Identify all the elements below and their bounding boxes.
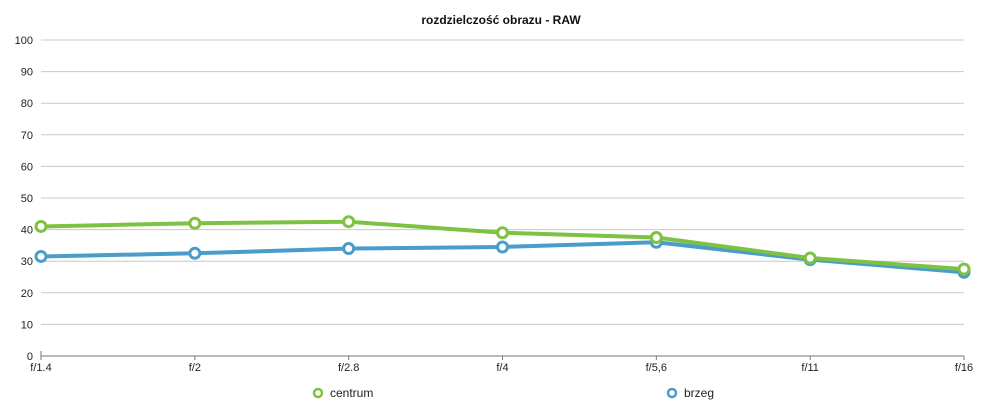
data-point (34, 219, 48, 233)
legend-marker (666, 387, 678, 399)
data-point (188, 216, 202, 230)
data-point (496, 226, 509, 240)
x-tick-label: f/2 (189, 362, 201, 374)
legend: centrum brzeg (312, 386, 714, 400)
y-tick-label: 60 (21, 161, 33, 173)
data-point (342, 215, 356, 229)
axes: 0 10 20 30 40 50 60 70 80 90 100 f/1.4 f/2 f/2.8 f/4 f/… (15, 35, 974, 374)
data-point (649, 231, 663, 244)
series-centrum (34, 215, 971, 276)
y-tick-label: 50 (21, 193, 33, 205)
legend-marker (312, 387, 324, 399)
y-tick-label: 100 (15, 35, 33, 47)
data-point (188, 246, 202, 260)
data-point (496, 240, 509, 254)
y-tick-label: 10 (21, 319, 33, 331)
series-layer (34, 215, 971, 279)
y-tick-label: 70 (21, 130, 33, 142)
y-tick-label: 80 (21, 98, 33, 110)
series-brzeg (34, 235, 971, 279)
x-tick-label: f/1.4 (30, 362, 51, 374)
data-point (34, 249, 48, 263)
y-tick-label: 30 (21, 256, 33, 268)
data-point (342, 242, 356, 256)
y-tick-label: 90 (21, 67, 33, 79)
grid-lines (41, 39, 964, 325)
x-tick-label: f/2.8 (338, 362, 359, 374)
y-tick-label: 40 (21, 225, 33, 237)
legend-label: centrum (330, 386, 373, 400)
legend-item-brzeg: brzeg (666, 386, 714, 400)
y-tick-label: 20 (21, 288, 33, 300)
x-tick-label: f/5,6 (646, 362, 667, 374)
x-tick-label: f/11 (801, 362, 819, 374)
x-tick-label: f/4 (496, 362, 508, 374)
y-tick-label: 0 (27, 351, 33, 363)
chart-title: rozdzielczość obrazu - RAW (421, 13, 581, 27)
legend-label: brzeg (684, 386, 714, 400)
data-point (803, 251, 817, 265)
data-point (957, 262, 971, 276)
x-tick-label: f/16 (955, 362, 973, 374)
legend-item-centrum: centrum (312, 386, 373, 400)
